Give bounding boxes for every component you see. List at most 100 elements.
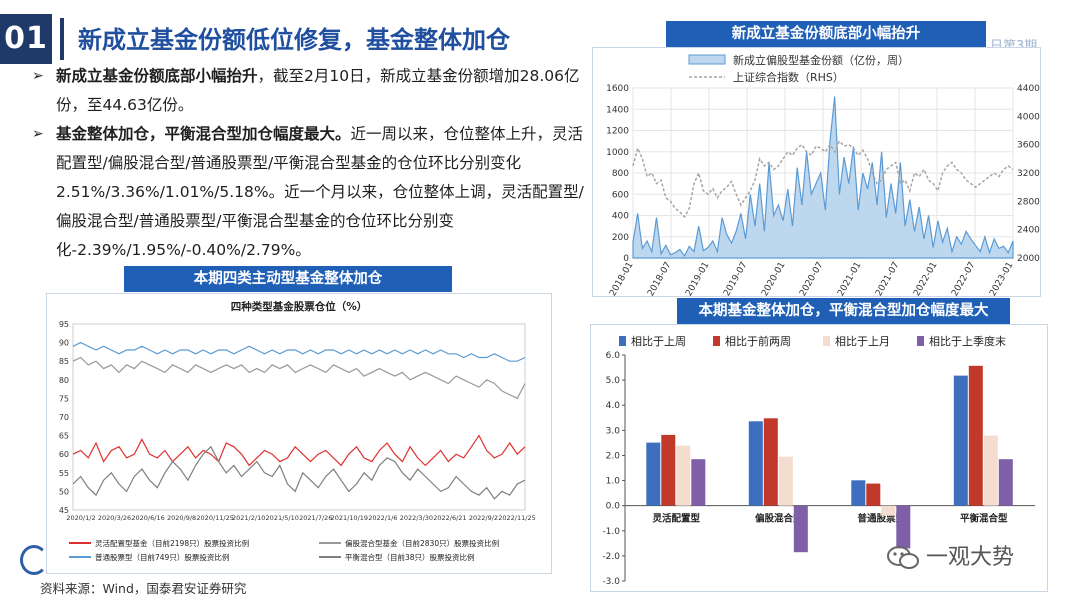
x-tick-label: 2019-07 (722, 261, 749, 297)
x-tick-label: 2022-07 (950, 261, 977, 297)
y-tick-label: 65 (59, 432, 69, 441)
bar (896, 505, 911, 549)
bar (763, 418, 778, 506)
legend-label: 相比于上周 (631, 335, 686, 348)
bar (851, 480, 866, 506)
y-tick-label: 3.0 (606, 426, 621, 436)
y-left-tick-label: 0 (623, 254, 629, 264)
legend-swatch (823, 336, 830, 346)
legend-swatch-area (688, 54, 726, 65)
legend-label: 新成立偏股型基金份额（亿份，周） (733, 53, 909, 67)
legend-label: 相比于前两周 (725, 334, 791, 348)
bullet-heading: 基金整体加仓，平衡混合型加仓幅度最大。 (56, 125, 351, 143)
decorative-logo-mark (20, 545, 48, 575)
x-tick-label: 2021-01 (836, 261, 863, 297)
x-tick-label: 2022-01 (912, 261, 939, 297)
y-tick-label: 45 (59, 506, 69, 515)
positions-line-chart: 四种类型基金股票仓位（%） 45 50 55 60 65 70 75 80 85 90 95 2020/… (59, 300, 536, 562)
bullet-list: ➢ 新成立基金份额底部小幅抬升，截至2月10日，新成立基金份额增加28.06亿份… (30, 62, 586, 265)
series-line (72, 356, 526, 400)
legend-label: 灵活配置型基金（目前2198只）股票投资比例 (95, 538, 249, 548)
bar (881, 505, 896, 516)
bar (983, 435, 998, 506)
x-tick-label: 2021/5/10 (266, 514, 299, 522)
y-tick-label: 80 (59, 376, 69, 385)
source-note: 资料来源：Wind，国泰君安证券研究 (40, 581, 247, 596)
y-tick-label: 6.0 (606, 351, 621, 361)
title-accent-bar (60, 18, 64, 60)
y-left-tick-label: 200 (612, 233, 629, 243)
y-tick-label: -3.0 (602, 577, 620, 587)
chart-panel-positions: 四种类型基金股票仓位（%） 45 50 55 60 65 70 75 80 85 90 95 2020/… (46, 293, 552, 574)
legend-swatch (713, 336, 720, 346)
x-tick-label: 2022/1/6 (368, 514, 397, 522)
bar (676, 445, 691, 506)
chart-panel-position-change: -3.0 -2.0 -1.0 0.0 1.0 2.0 3.0 4.0 5.0 6.0 灵活配置型 偏股… (590, 324, 1048, 592)
x-tick-label: 2022/6/21 (433, 514, 466, 522)
series-line (72, 445, 526, 500)
chart-title-position-change: 本期基金整体加仓，平衡混合型加仓幅度最大 (677, 298, 1010, 324)
bar (953, 375, 968, 506)
y-left-tick-label: 400 (612, 212, 629, 222)
y-tick-label: 75 (59, 394, 69, 403)
chart-subtitle: 四种类型基金股票仓位（%） (231, 300, 368, 313)
legend-label: 相比于上季度末 (929, 334, 1006, 348)
bar (661, 434, 676, 506)
bullet-item: ➢ 基金整体加仓，平衡混合型加仓幅度最大。近一周以来，仓位整体上升，灵活配置型/… (30, 120, 586, 265)
chart-panel-new-funds: 2018-01 2018-07 2019-01 2019-07 2020-01 2020-… (592, 47, 1041, 298)
bar (968, 365, 983, 506)
y-tick-label: 85 (59, 357, 69, 366)
x-tick-label: 2021/7/26 (299, 514, 332, 522)
bullet-item: ➢ 新成立基金份额底部小幅抬升，截至2月10日，新成立基金份额增加28.06亿份… (30, 62, 586, 120)
y-left-tick-label: 800 (612, 169, 629, 179)
plot-frame (72, 323, 526, 511)
bar (748, 421, 763, 506)
y-tick-label: -1.0 (602, 527, 620, 537)
sse-index-line (632, 139, 1014, 219)
x-tick-label: 2020-07 (798, 261, 825, 297)
legend-swatch (619, 336, 626, 346)
series-line (72, 434, 526, 467)
legend-label: 偏股混合型基金（目前2830只）股票投资比例 (345, 538, 499, 548)
series-line (72, 341, 526, 362)
y-right-tick-label: 3600 (1017, 141, 1040, 151)
x-tick-label: 2019-01 (684, 261, 711, 297)
y-left-tick-label: 600 (612, 190, 629, 200)
legend-swatch (917, 336, 924, 346)
y-left-tick-label: 1400 (606, 105, 629, 115)
watermark-text: 一观大势 (926, 545, 1015, 570)
x-tick-label: 2022/3/30 (400, 514, 433, 522)
x-tick-label: 2020/6/16 (131, 514, 164, 522)
y-left-tick-label: 1000 (606, 148, 629, 158)
legend-label: 普通股票型（目前749只）股票投资比例 (95, 552, 229, 562)
legend-label: 相比于上月 (835, 335, 890, 348)
bar (866, 483, 881, 506)
position-change-bar-chart: -3.0 -2.0 -1.0 0.0 1.0 2.0 3.0 4.0 5.0 6.0 灵活配置型 偏股… (602, 334, 1035, 587)
chart-title-positions: 本期四类主动型基金整体加仓 (124, 266, 452, 292)
legend-label: 上证综合指数（RHS） (733, 70, 844, 84)
bullet-body: 近一周以来，仓位整体上升，灵活配置型/偏股混合型/普通股票型/平衡混合型基金的仓… (56, 125, 584, 259)
arrow-bullet-icon: ➢ (32, 126, 44, 142)
new-funds-chart: 2018-01 2018-07 2019-01 2019-07 2020-01 2020-… (606, 53, 1040, 298)
y-right-tick-label: 2800 (1017, 197, 1040, 207)
x-tick-label: 2020/3/26 (98, 514, 131, 522)
bar (691, 459, 706, 506)
y-tick-label: 55 (59, 469, 69, 478)
x-tick-label: 2021/2/10 (232, 514, 265, 522)
x-tick-label: 2021-07 (874, 261, 901, 297)
y-left-tick-label: 1200 (606, 127, 629, 137)
y-right-tick-label: 4000 (1017, 112, 1040, 122)
section-number: 01 (0, 14, 52, 64)
bullet-body: ，截至2月10日，新成立基金份额增加28.06亿份，至44.63亿份。 (56, 67, 580, 114)
bullet-heading: 新成立基金份额底部小幅抬升 (56, 67, 258, 85)
y-tick-label: 1.0 (606, 477, 621, 487)
bar (793, 505, 808, 553)
chart-title-new-funds: 新成立基金份额底部小幅抬升 (666, 21, 986, 47)
wechat-watermark: 一观大势 (886, 539, 1014, 572)
x-tick-label: 2021/10/19 (331, 514, 368, 522)
x-tick-label: 2023-01 (988, 261, 1015, 297)
y-tick-label: 4.0 (606, 401, 621, 411)
wechat-icon (887, 546, 919, 569)
y-tick-label: 2.0 (606, 451, 621, 461)
bar (646, 442, 661, 506)
